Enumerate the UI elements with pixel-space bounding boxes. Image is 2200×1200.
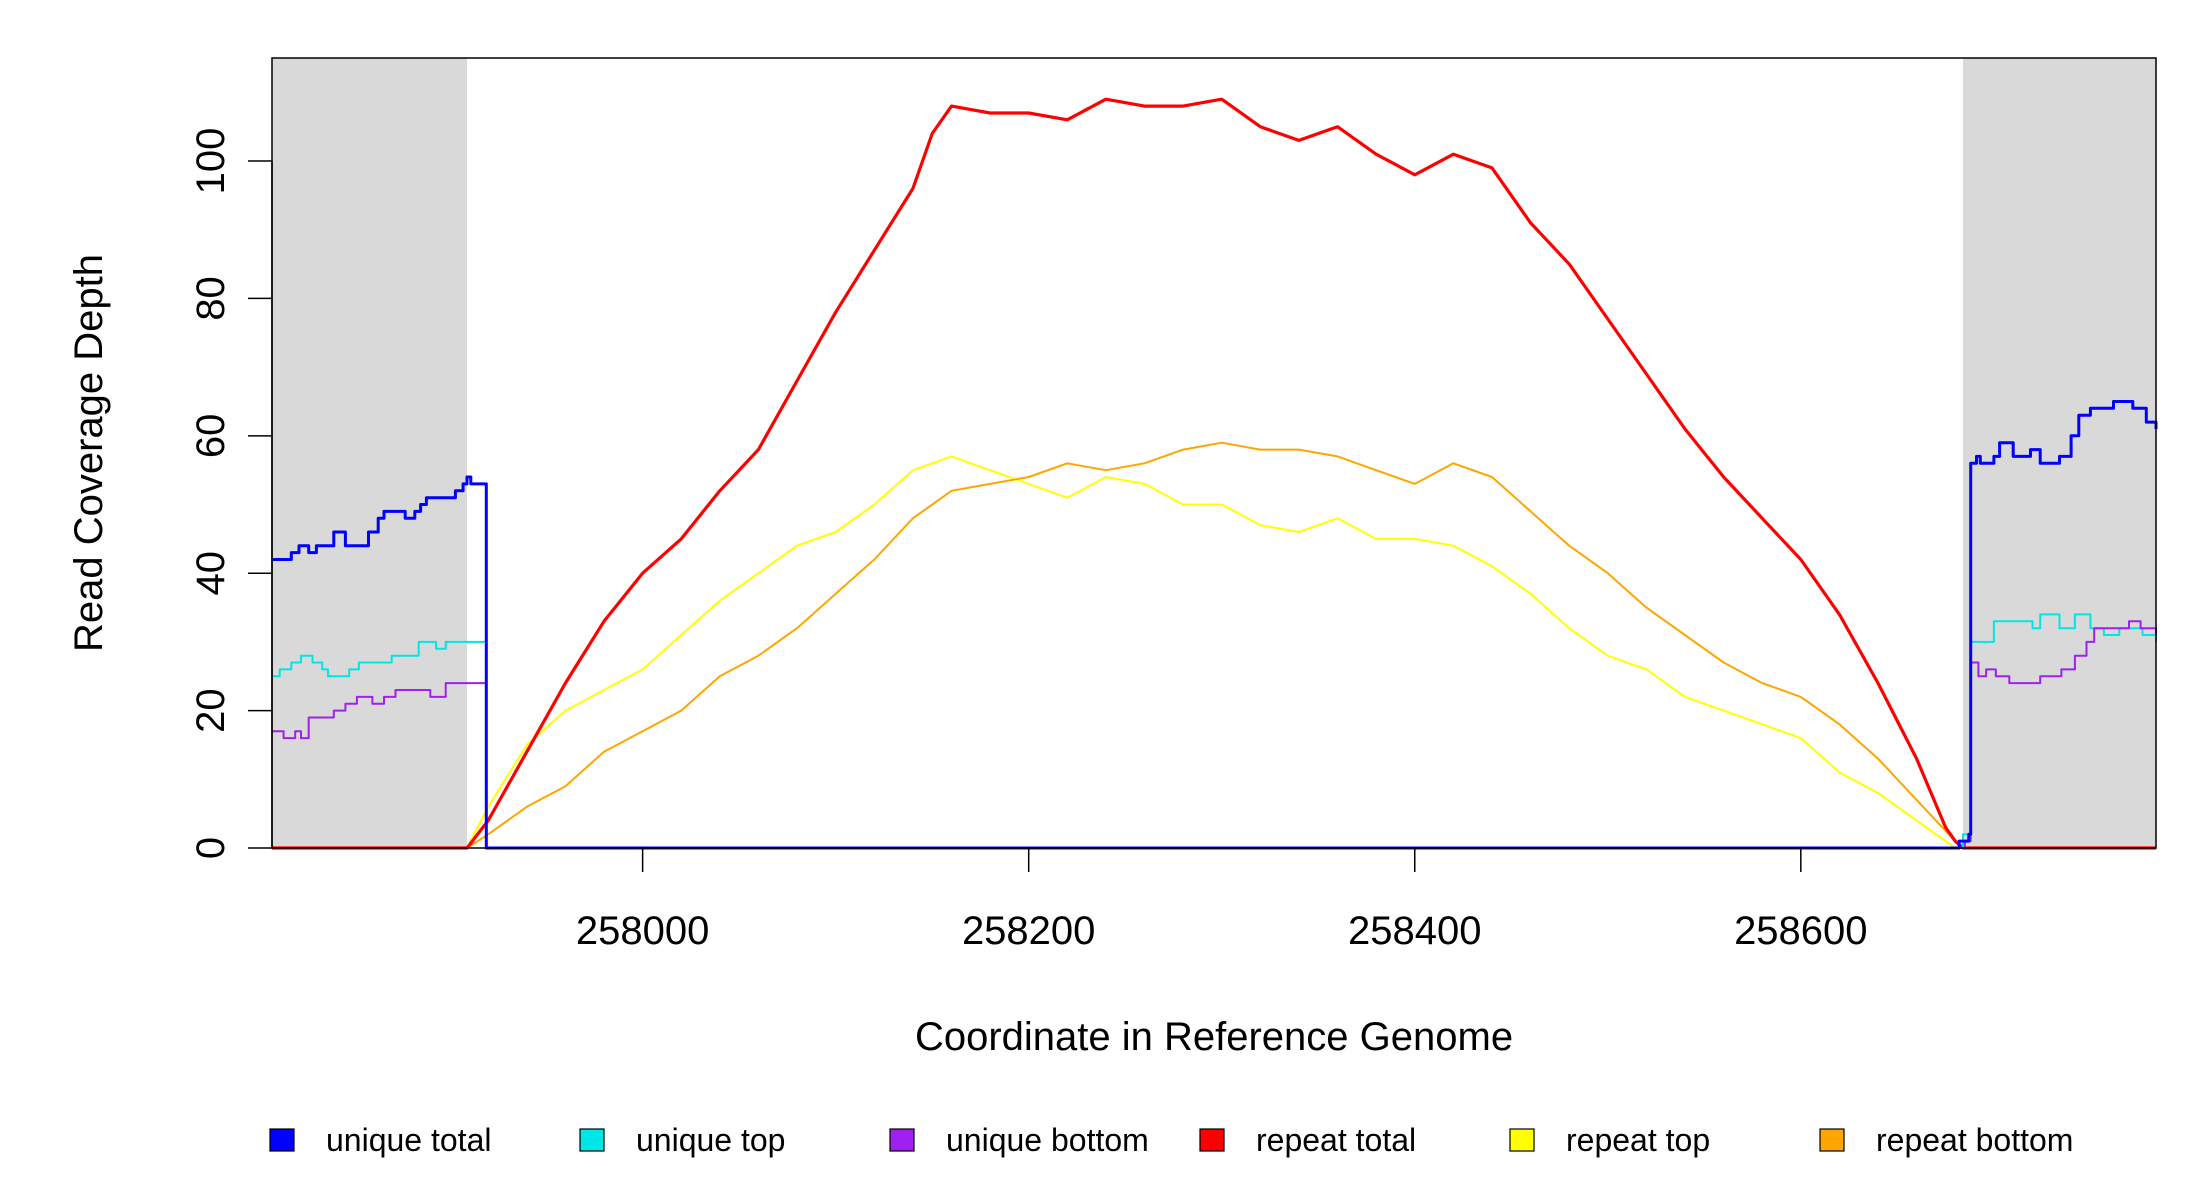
legend-swatch <box>1199 1128 1225 1152</box>
series-repeat-total <box>272 97 2156 850</box>
legend-label: repeat bottom <box>1876 1122 2073 1158</box>
y-axis-label: Read Coverage Depth <box>67 254 111 652</box>
legend-label: unique bottom <box>946 1122 1149 1158</box>
legend-swatch <box>1819 1128 1845 1152</box>
legend-label: repeat total <box>1256 1122 1416 1158</box>
x-axis-label: Coordinate in Reference Genome <box>915 1015 1513 1059</box>
x-tick-label: 258600 <box>1734 909 1867 953</box>
legend-swatch <box>1509 1128 1535 1152</box>
legend-label: unique top <box>636 1122 785 1158</box>
series-unique-total <box>272 400 2158 850</box>
x-tick-label: 258200 <box>962 909 1095 953</box>
y-axis: 0 20 40 60 80 100 <box>189 128 273 859</box>
y-tick-label: 100 <box>189 128 233 195</box>
x-tick-label: 258400 <box>1348 909 1481 953</box>
series-repeat-bottom <box>272 441 2156 849</box>
shaded-regions <box>272 58 2156 848</box>
legend-label: unique total <box>326 1122 491 1158</box>
shaded-region-1 <box>272 58 467 848</box>
y-tick-label: 0 <box>189 837 233 859</box>
y-tick-label: 20 <box>189 688 233 733</box>
legend-label: repeat top <box>1566 1122 1710 1158</box>
legend-swatch <box>889 1128 915 1152</box>
legend-swatch <box>579 1128 605 1152</box>
shaded-region-2 <box>1962 58 2156 848</box>
y-tick-label: 80 <box>189 276 233 321</box>
legend-swatch <box>269 1128 295 1152</box>
y-tick-label: 40 <box>189 551 233 596</box>
series-repeat-top <box>272 455 2156 849</box>
x-axis: 258000 258200 258400 258600 <box>576 847 1868 953</box>
legend: unique total unique top unique bottom repea… <box>269 1122 2073 1158</box>
y-tick-label: 60 <box>189 414 233 459</box>
x-tick-label: 258000 <box>576 909 709 953</box>
